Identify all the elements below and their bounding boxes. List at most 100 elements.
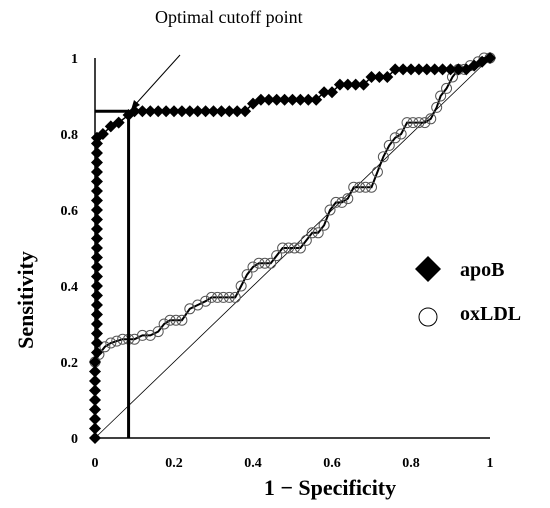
y-tick-label: 0.4 [61, 280, 79, 295]
apob-point [90, 232, 103, 245]
apob-series [89, 52, 496, 444]
apob-point [96, 128, 109, 140]
x-tick-label: 0.2 [165, 456, 183, 471]
x-tick-label: 0.6 [323, 456, 341, 471]
oxldl-point [342, 193, 354, 205]
apob-point [152, 105, 165, 118]
apob-point [90, 318, 103, 330]
apob-point [389, 63, 402, 76]
apob-point [318, 86, 331, 99]
oxldl-point [217, 291, 229, 303]
apob-point [310, 93, 323, 106]
apob-point [90, 242, 103, 254]
apob-point [90, 308, 103, 321]
apob-point [89, 432, 101, 444]
oxldl-point [300, 234, 312, 246]
apob-point [89, 422, 101, 435]
oxldl-point [318, 219, 330, 231]
x-tick-label: 1 [487, 456, 494, 471]
apob-point [90, 213, 103, 226]
apob-point [90, 251, 103, 264]
apob-point [294, 93, 307, 106]
apob-point [484, 52, 496, 64]
apob-point [199, 105, 212, 118]
oxldl-point [360, 181, 372, 193]
oxldl-point [136, 329, 148, 341]
apob-point [286, 93, 299, 106]
apob-point [89, 413, 101, 425]
apob-point [90, 185, 103, 197]
apob-point [239, 105, 252, 118]
apob-point [333, 78, 346, 91]
apob-point [452, 63, 465, 76]
apob-point [90, 147, 103, 159]
apob-point [207, 105, 220, 118]
oxldl-point [170, 314, 182, 326]
oxldl-point [277, 242, 289, 254]
apob-point [90, 280, 103, 292]
apob-point [112, 116, 125, 129]
apob-point [89, 394, 101, 406]
oxldl-point [395, 128, 407, 140]
apob-point [215, 105, 228, 118]
oxldl-point [419, 117, 431, 129]
apob-point [191, 105, 204, 118]
oxldl-point [164, 314, 176, 326]
x-tick-label: 0.4 [244, 456, 262, 471]
apob-point [128, 105, 141, 118]
legend-marker-oxldl [418, 307, 438, 327]
apob-point [90, 156, 103, 169]
oxldl-point [99, 341, 111, 353]
apob-point [90, 289, 103, 302]
x-tick-label: 0.8 [402, 456, 420, 471]
oxldl-point [389, 132, 401, 144]
apob-point [302, 93, 315, 106]
apob-point [278, 93, 291, 106]
apob-point [444, 63, 457, 76]
oxldl-point [271, 250, 283, 262]
apob-point [90, 204, 103, 216]
y-tick-label: 0.2 [61, 356, 79, 371]
apob-point [183, 105, 196, 118]
apob-point [90, 223, 103, 235]
oxldl-point [235, 280, 247, 292]
apob-point [89, 365, 101, 378]
x-tick-label: 0 [92, 456, 99, 471]
oxldl-line [94, 57, 490, 363]
apob-point [175, 105, 188, 118]
oxldl-point [294, 242, 306, 254]
oxldl-point [111, 335, 123, 347]
oxldl-point [366, 181, 377, 193]
apob-point [405, 63, 417, 76]
apob-point [412, 63, 425, 76]
oxldl-point [158, 318, 170, 330]
oxldl-point [306, 227, 318, 239]
oxldl-point [200, 295, 212, 307]
legend-marker-apob [415, 256, 441, 282]
oxldl-point [441, 82, 453, 94]
legend-label-apob: apoB [460, 259, 504, 281]
oxldl-point [371, 166, 383, 178]
apob-point [231, 105, 244, 118]
apob-point [428, 63, 441, 76]
apob-point [436, 63, 449, 76]
apob-point [381, 71, 394, 83]
apob-point [373, 71, 386, 83]
x-tick-labels: 0 0.2 0.4 0.6 0.8 1 [92, 456, 494, 471]
oxldl-point [253, 257, 265, 269]
y-tick-label: 1 [71, 52, 78, 67]
annotation-arrowhead [131, 100, 140, 110]
legend-label-oxldl: oxLDL [460, 303, 521, 325]
y-tick-labels: 0 0.2 0.4 0.6 0.8 1 [61, 52, 79, 447]
oxldl-point [223, 291, 235, 303]
apob-point [357, 78, 370, 91]
oxldl-point [431, 101, 443, 113]
apob-point [90, 299, 103, 311]
oxldl-point [330, 196, 342, 208]
y-tick-label: 0.8 [61, 128, 79, 143]
legend: apoB oxLDL [415, 256, 521, 327]
apob-point [160, 105, 173, 118]
apob-point [254, 93, 267, 106]
apob-point [89, 403, 101, 416]
